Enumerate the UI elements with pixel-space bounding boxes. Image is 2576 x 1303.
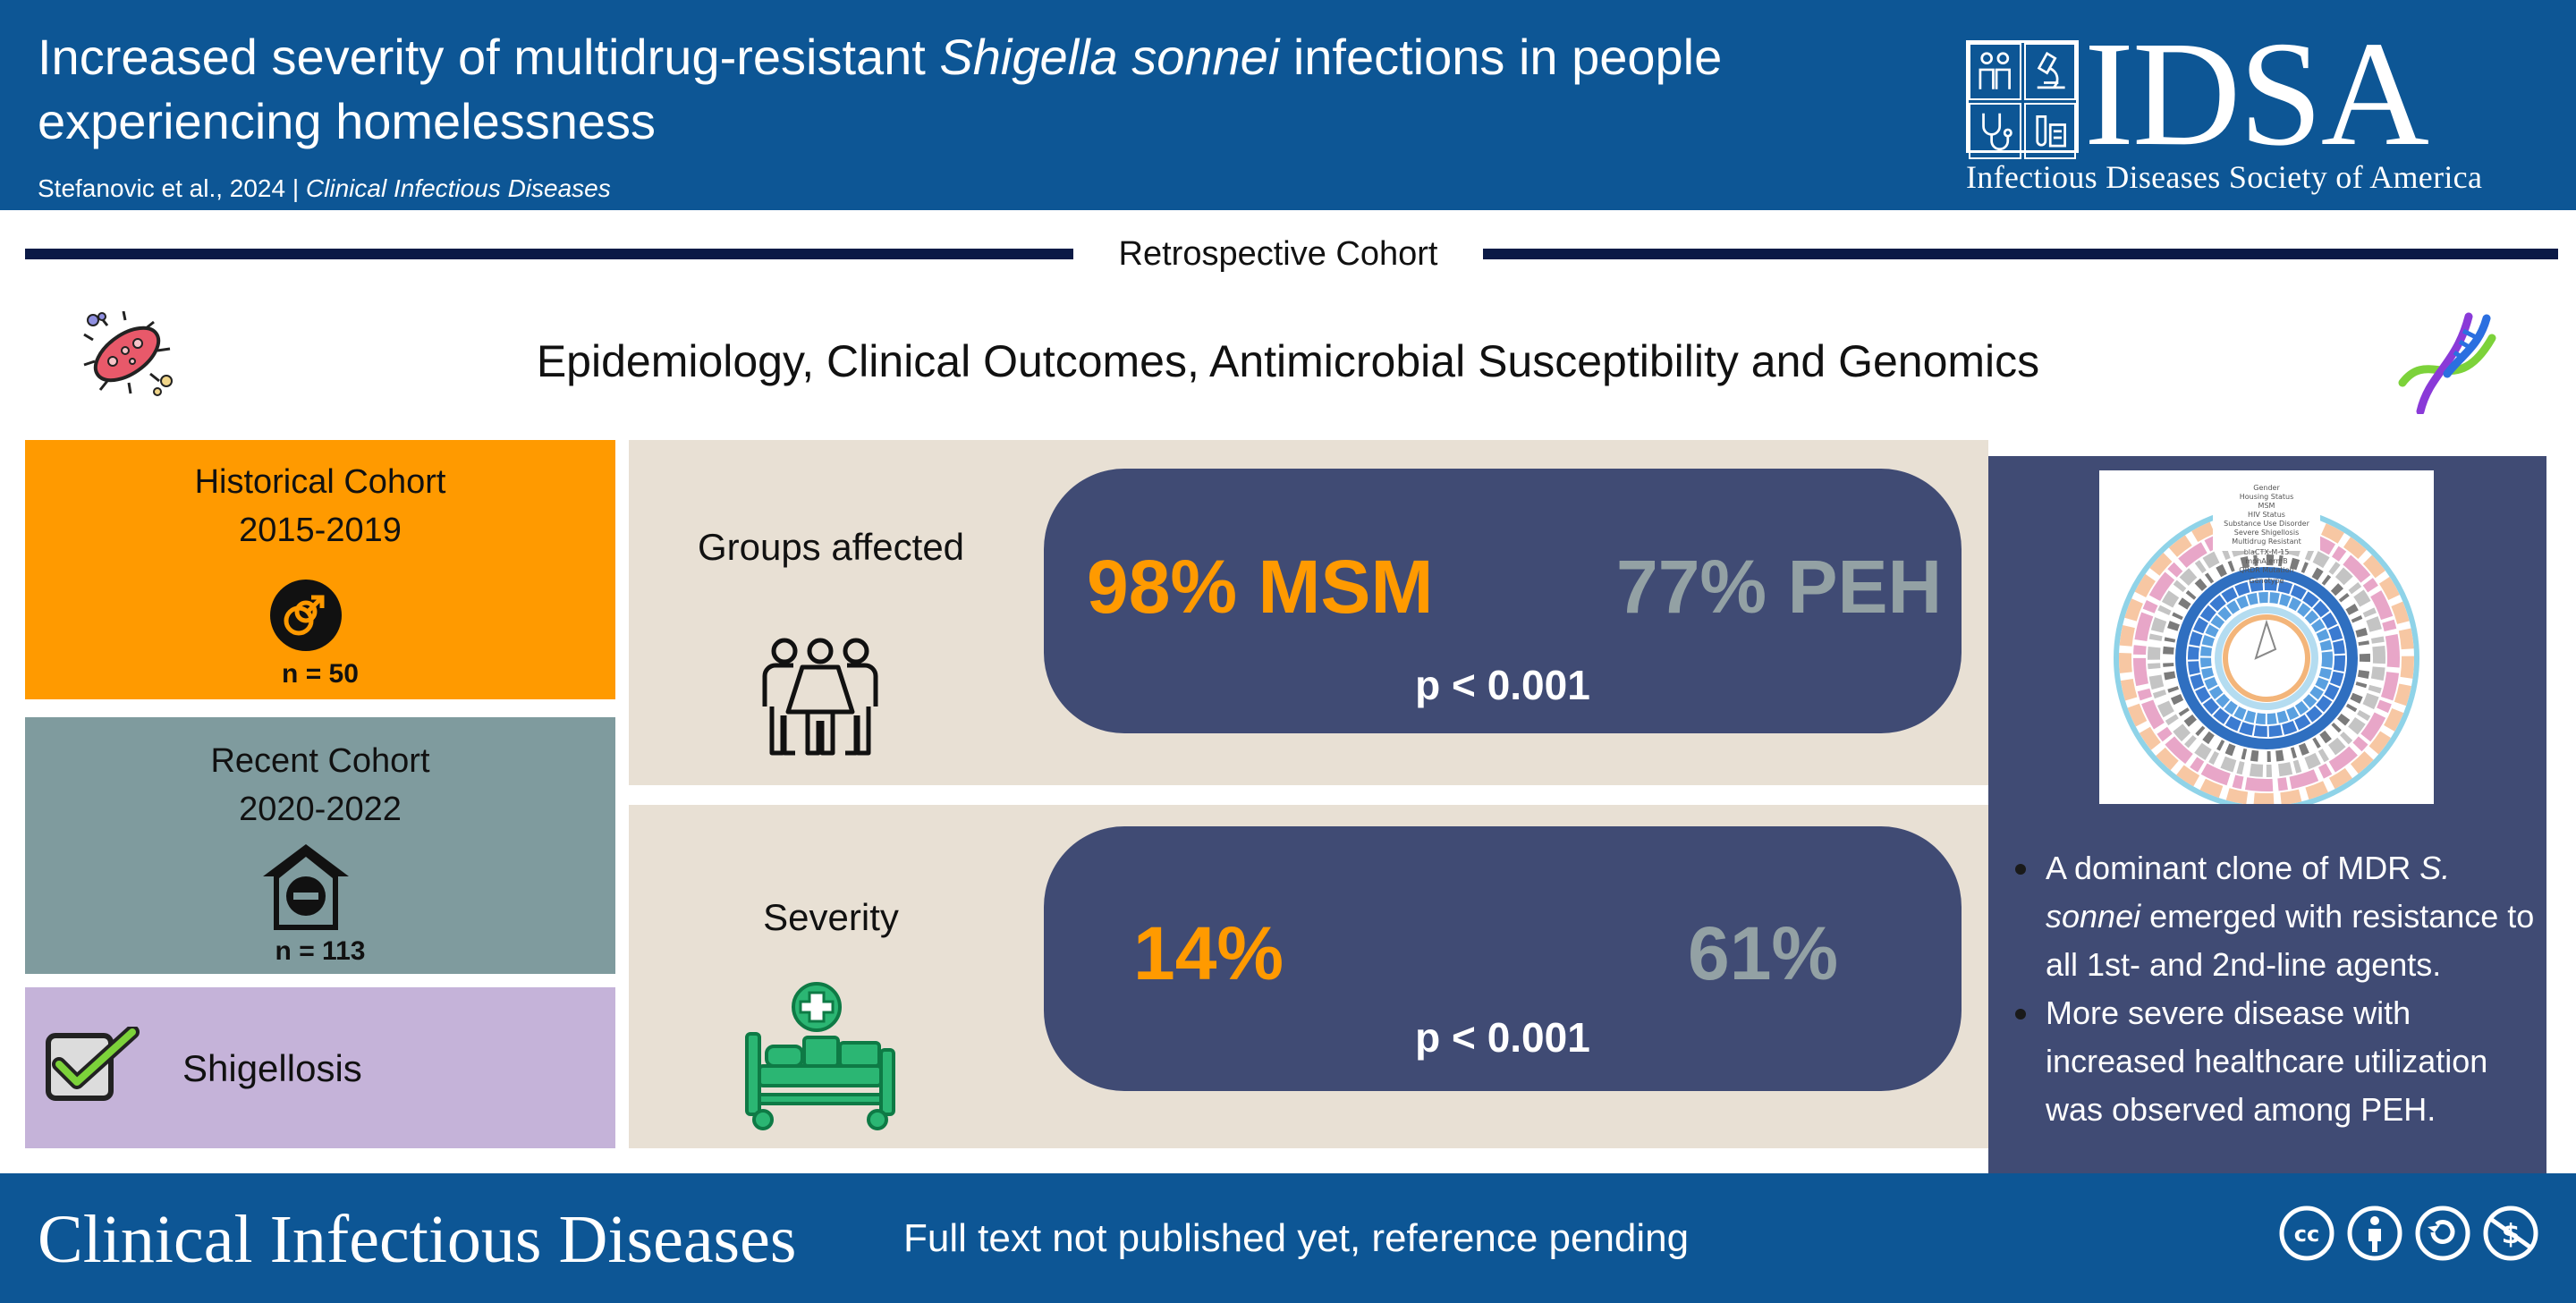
idsa-full-name: Infectious Diseases Society of America [1966, 159, 2483, 195]
groups-affected-comparison: 98% MSM 77% PEH p < 0.001 [1044, 469, 1962, 733]
sharealike-icon [2415, 1206, 2470, 1261]
hospital-bed-icon [745, 982, 895, 1130]
svg-text:Severe Shigellosis: Severe Shigellosis [2234, 529, 2300, 537]
idsa-logo: IDSA Infectious Diseases Society of Amer… [1966, 19, 2547, 197]
divider-right [1483, 249, 2558, 259]
header-banner: Increased severity of multidrug-resistan… [0, 0, 2576, 210]
historical-cohort-years: 2015-2019 [239, 512, 402, 549]
groups-affected-label: Groups affected [697, 526, 965, 568]
recent-cohort-card: Recent Cohort 2020-2022 n = 113 [25, 717, 615, 974]
reference-note: Full text not published yet, reference p… [903, 1216, 1690, 1260]
checkbox-icon [46, 1027, 140, 1101]
severity-historical-stat: 14% [1133, 911, 1284, 995]
genomic-circos-figure: Gender Housing Status MSM HIV Status Sub… [2099, 470, 2434, 811]
idsa-people-icon [1969, 43, 2021, 100]
historical-cohort-card: Historical Cohort 2015-2019 n = 50 [25, 440, 615, 699]
bullet1-part-2: emerged with resistance to all 1st- and … [2046, 898, 2535, 983]
bullet1-part-1: A dominant clone of MDR [2046, 850, 2420, 886]
circos-plot-icon: Gender Housing Status MSM HIV Status Sub… [2114, 484, 2419, 811]
bullet1-italic: S. sonnei [2046, 850, 2451, 935]
citation-journal: Clinical Infectious Diseases [305, 174, 611, 202]
license-icons: cc $ [2279, 1206, 2547, 1270]
summary-bullets: A dominant clone of MDR S. sonnei emerge… [2010, 844, 2538, 1134]
gender-symbol-icon [270, 580, 342, 651]
groups-recent-stat: 77% PEH [1616, 545, 1943, 629]
cc-icon: cc [2279, 1206, 2334, 1261]
title-part-1: Increased severity of multidrug-resistan… [38, 29, 940, 85]
idsa-stethoscope-icon [1969, 102, 2021, 159]
idsa-emblem-icon [1966, 40, 2079, 159]
citation-separator: | [292, 174, 300, 202]
historical-cohort-n: n = 50 [282, 659, 359, 689]
svg-text:QRDR Mutation: QRDR Mutation [2239, 566, 2293, 574]
divider-left [25, 249, 1073, 259]
severity-p-value: p < 0.001 [1415, 1014, 1590, 1061]
svg-text:mphA ermB: mphA ermB [2245, 557, 2287, 565]
bacteria-icon [83, 311, 173, 396]
citation: Stefanovic et al., 2024 | Clinical Infec… [38, 173, 611, 205]
svg-text:cc: cc [2294, 1222, 2319, 1247]
page-title: Increased severity of multidrug-resistan… [38, 25, 1844, 154]
svg-text:Gender: Gender [2253, 484, 2280, 492]
condition-label: Shigellosis [182, 1047, 362, 1089]
citation-authors: Stefanovic et al., 2024 [38, 174, 286, 202]
section-subheading: Epidemiology, Clinical Outcomes, Antimic… [536, 336, 2040, 386]
idsa-microscope-icon [2023, 43, 2076, 100]
noncommercial-icon: $ [2483, 1206, 2538, 1261]
idsa-acronym: IDSA [2084, 11, 2429, 177]
svg-text:Housing Status: Housing Status [2240, 493, 2294, 501]
recent-cohort-n: n = 113 [275, 936, 366, 966]
summary-bullet-1: A dominant clone of MDR S. sonnei emerge… [2010, 844, 2538, 989]
severity-comparison: 14% 61% p < 0.001 [1044, 826, 1962, 1091]
recent-cohort-years: 2020-2022 [239, 791, 402, 828]
idsa-lab-icon [2023, 102, 2076, 159]
svg-text:HIV Status: HIV Status [2248, 511, 2285, 519]
svg-text:Substance Use Disorder: Substance Use Disorder [2224, 520, 2309, 528]
groups-affected-panel: Groups affected 98% MSM 77% PEH p < 0.00… [629, 440, 1988, 785]
people-group-icon [762, 638, 878, 756]
study-design-label: Retrospective Cohort [1118, 235, 1438, 273]
svg-text:blaCTX-M-15: blaCTX-M-15 [2244, 548, 2290, 556]
title-part-2: infections in people experiencing homele… [38, 29, 1723, 149]
groups-p-value: p < 0.001 [1415, 662, 1590, 708]
groups-historical-stat: 98% MSM [1087, 545, 1434, 629]
historical-cohort-title: Historical Cohort [194, 463, 446, 501]
homeless-house-icon [263, 844, 349, 930]
svg-text:Multidrug Resistant: Multidrug Resistant [2232, 537, 2301, 546]
svg-text:Genotype: Genotype [2250, 577, 2284, 585]
recent-cohort-title: Recent Cohort [210, 742, 430, 780]
severity-recent-stat: 61% [1688, 911, 1839, 995]
attribution-icon [2347, 1206, 2402, 1261]
svg-text:MSM: MSM [2258, 502, 2275, 510]
title-italic-organism: Shigella sonnei [939, 29, 1280, 85]
journal-name: Clinical Infectious Diseases [38, 1202, 797, 1277]
severity-label: Severity [763, 896, 899, 938]
severity-panel: Severity 14% 61% p < 0.001 [629, 805, 1988, 1148]
summary-panel: Gender Housing Status MSM HIV Status Sub… [1988, 456, 2546, 1173]
dna-icon [2398, 312, 2496, 414]
footer-banner: Clinical Infectious Diseases Full text n… [0, 1173, 2576, 1303]
condition-card: Shigellosis [25, 987, 615, 1148]
summary-bullet-2: More severe disease with increased healt… [2010, 989, 2538, 1134]
